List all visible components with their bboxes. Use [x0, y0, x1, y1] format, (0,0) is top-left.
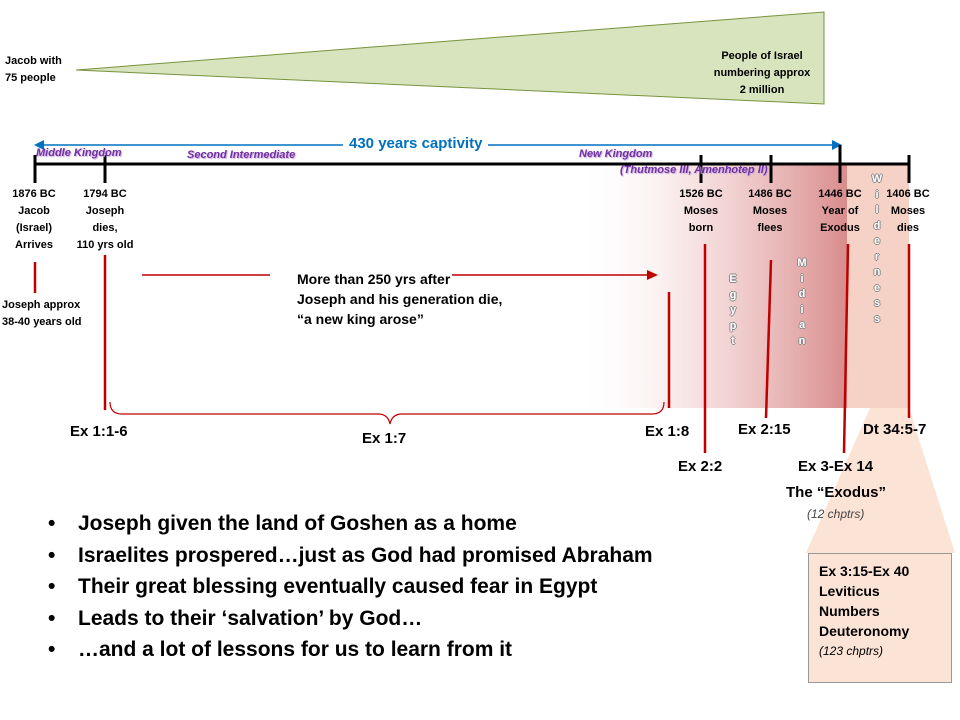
start-population-label: Jacob with 75 people [5, 55, 62, 84]
exodus-chapters: (12 chptrs) [807, 507, 865, 521]
event-year: 1486 BC [748, 188, 792, 200]
captivity-arrow-right-head [832, 140, 842, 150]
region-letter: M [797, 257, 807, 269]
event-year: 1446 BC [818, 188, 862, 200]
region-letter: l [875, 204, 879, 216]
region-letter: s [873, 297, 881, 309]
event-desc: Moses born [683, 205, 719, 234]
region-letter: e [873, 235, 881, 247]
region-letter: p [729, 319, 737, 332]
ref-ex2-15: Ex 2:15 [738, 421, 791, 438]
wilderness-shading [847, 164, 909, 408]
population-growth-triangle [75, 11, 825, 105]
era-new-kingdom: New Kingdom [579, 148, 653, 160]
event-desc: Year of Exodus [820, 205, 860, 234]
event-exodus: 1446 BC Year of Exodus [810, 186, 870, 237]
books-line-1: Ex 3:15-Ex 40 [819, 563, 910, 579]
key-point: Their great blessing eventually caused f… [48, 571, 653, 603]
event-year: 1794 BC [83, 188, 127, 200]
end-population-label: People of Israel numbering approx 2 mill… [713, 50, 811, 96]
key-point: Israelites prospered…just as God had pro… [48, 540, 653, 572]
region-letter: e [873, 281, 881, 294]
region-letter: a [798, 319, 806, 331]
era-middle-kingdom: Middle Kingdom [36, 147, 122, 159]
region-letter: d [798, 288, 806, 300]
region-letter: g [729, 288, 737, 301]
region-letter: s [873, 312, 881, 325]
event-year: 1876 BC [12, 188, 56, 200]
event-jacob-arrives: 1876 BC Jacob (Israel) Arrives [4, 186, 64, 254]
books-line-2: Leviticus [819, 583, 880, 599]
event-year: 1406 BC [886, 188, 930, 200]
region-letter: E [729, 273, 737, 285]
region-letter: W [871, 173, 883, 185]
books-line-3: Numbers [819, 603, 880, 619]
captivity-arrow-left-head [34, 140, 44, 150]
key-point: Joseph given the land of Goshen as a hom… [48, 508, 653, 540]
ref-ex3-14: Ex 3-Ex 14 [798, 458, 874, 475]
marker-exodus [842, 243, 850, 454]
marker-moses-flees [764, 259, 773, 419]
gap-note: More than 250 yrs after Joseph and his g… [297, 271, 503, 327]
era-new-kingdom-pharaohs: (Thutmose III, Amenhotep II) [620, 164, 768, 176]
books-callout: Ex 3:15-Ex 40 Leviticus Numbers Deuteron… [808, 553, 952, 683]
region-letter: n [873, 266, 881, 278]
region-letter: i [800, 303, 804, 316]
gap-arrow-head [647, 270, 658, 280]
event-year: 1526 BC [679, 188, 723, 200]
region-letter: t [731, 335, 735, 347]
books-line-4: Deuteronomy [819, 623, 910, 639]
key-point: …and a lot of lessons for us to learn fr… [48, 634, 653, 666]
event-desc: Moses dies [890, 205, 926, 234]
region-letter: y [729, 304, 737, 316]
event-desc: Joseph dies, 110 yrs old [76, 205, 134, 251]
event-moses-born: 1526 BC Moses born [671, 186, 731, 237]
event-desc: Jacob (Israel) Arrives [15, 205, 53, 251]
ref-ex1-1-6: Ex 1:1-6 [70, 423, 128, 440]
ref-ex1-7: Ex 1:7 [362, 430, 407, 447]
region-letter: n [798, 334, 806, 347]
key-points-list: Joseph given the land of Goshen as a hom… [48, 508, 653, 666]
callout-wedge [806, 408, 955, 553]
region-letter: i [800, 272, 804, 285]
event-moses-flees: 1486 BC Moses flees [740, 186, 800, 237]
region-letter: d [873, 219, 881, 232]
region-letter: r [874, 250, 880, 263]
egypt-shading [575, 164, 847, 408]
ref-ex2-2: Ex 2:2 [678, 458, 723, 475]
event-moses-dies: 1406 BC Moses dies [878, 186, 938, 237]
key-point: Leads to their ‘salvation’ by God… [48, 603, 653, 635]
region-letter: i [875, 188, 879, 201]
era-second-intermediate: Second Intermediate [187, 149, 296, 161]
event-desc: Moses flees [752, 205, 788, 234]
ref-ex1-8: Ex 1:8 [645, 423, 690, 440]
ex1-7-brace [109, 401, 665, 425]
books-chapters: (123 chptrs) [819, 644, 884, 658]
ref-dt34: Dt 34:5-7 [863, 421, 927, 438]
exodus-title: The “Exodus” [786, 484, 887, 501]
joseph-age-note: Joseph approx 38-40 years old [2, 299, 82, 328]
captivity-label: 430 years captivity [343, 135, 489, 152]
event-joseph-dies: 1794 BC Joseph dies, 110 yrs old [65, 186, 145, 254]
